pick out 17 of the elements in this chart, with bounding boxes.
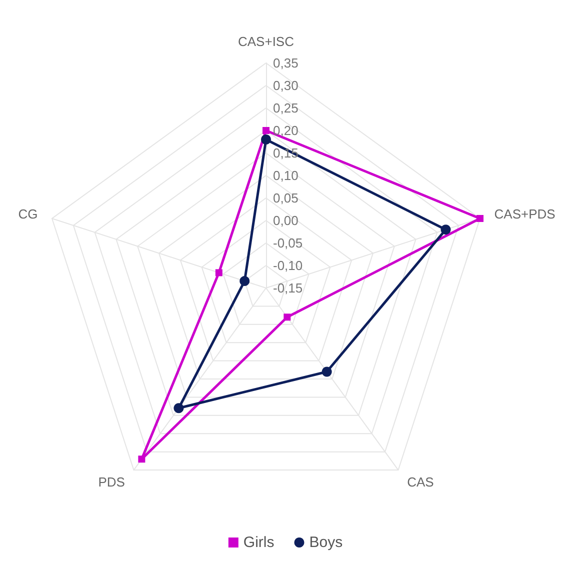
- y-tick-label: 0,10: [273, 168, 298, 183]
- y-tick-label: 0,20: [273, 123, 298, 138]
- legend-label: Boys: [309, 534, 343, 551]
- spoke-label: CG: [18, 206, 38, 222]
- y-tick-label: 0,35: [273, 56, 298, 70]
- spoke-label: CAS: [407, 474, 434, 490]
- spoke-label: CAS+PDS: [494, 206, 556, 222]
- y-tick-label: 0,25: [273, 100, 298, 116]
- legend-label: Girls: [243, 534, 274, 551]
- y-tick-label: -0,10: [273, 258, 303, 273]
- spoke-label: CAS+ISC: [238, 34, 294, 49]
- y-tick-label: 0,05: [273, 190, 298, 206]
- spoke-label: PDS: [98, 474, 126, 490]
- y-tick-label: -0,15: [273, 280, 303, 296]
- y-tick-label: 0,00: [273, 213, 298, 228]
- y-tick-label: 0,30: [273, 78, 298, 93]
- y-tick-label: -0,05: [273, 236, 303, 250]
